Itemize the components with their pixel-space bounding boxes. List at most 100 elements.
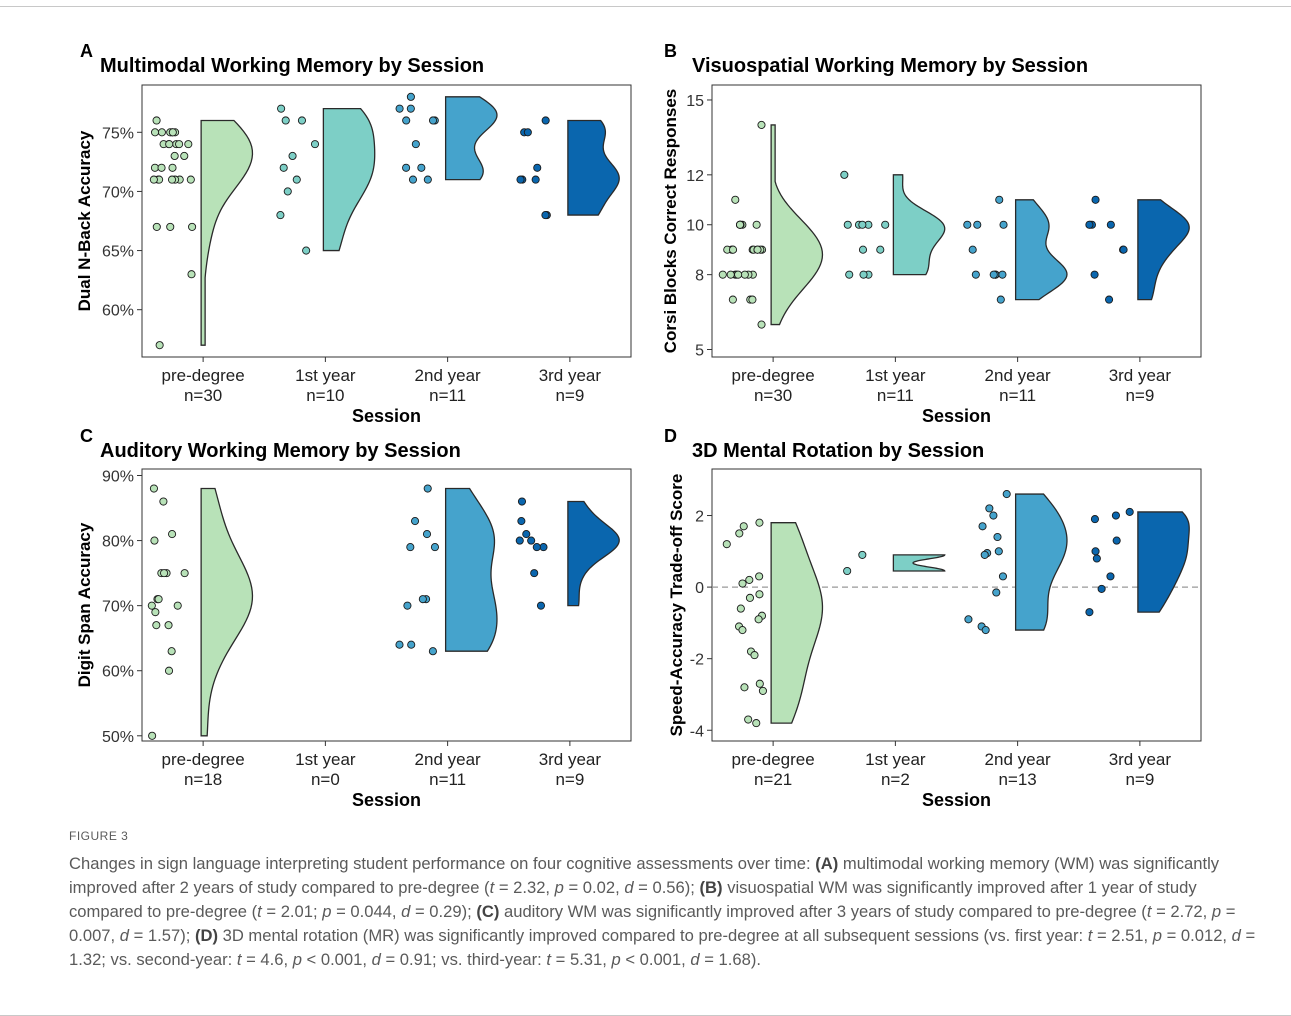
data-point [522,530,531,539]
data-point [150,128,160,137]
data-point [740,683,749,692]
x-tick-label: pre-degree [732,366,815,385]
data-point [533,163,542,172]
x-axis-label: Session [922,790,991,810]
data-point [755,572,764,581]
data-point [1002,490,1011,499]
data-point [159,497,168,506]
data-point [428,647,437,656]
caption-run: d [624,878,634,897]
violin-1st-year [892,554,946,572]
data-point [881,220,890,229]
data-point [154,595,163,604]
caption-run: t [489,878,495,897]
caption-run: (D) [194,926,218,945]
panel-letter: C [80,426,93,446]
caption-run: p [1211,902,1222,921]
panel-letter: A [80,41,93,61]
data-point [998,572,1008,581]
y-tick-label: 10 [686,218,704,235]
data-point [964,615,973,624]
data-point [430,543,439,552]
data-point [999,220,1008,229]
caption-run: 3D mental rotation (MR) was significantl… [218,926,1088,945]
y-tick-label: 65% [102,244,134,261]
caption-run: auditory WM was significantly improved a… [499,902,1147,921]
data-point [407,640,416,649]
y-tick-label: -4 [690,723,704,740]
data-point [752,220,761,229]
plot-frame [711,468,1202,742]
data-point [180,151,189,161]
caption-run: t [236,950,242,969]
caption-run: = 5.31, [551,950,612,969]
data-point [735,220,745,229]
data-point [735,529,744,538]
data-point [1090,270,1099,279]
data-point [718,270,727,279]
data-point [517,497,527,506]
data-point [188,222,197,231]
panel-B: B Visuospatial Working Memory by Session 5… [661,41,1202,426]
x-tick-label: pre-degree [162,750,245,769]
data-point [995,195,1004,204]
data-point [1090,515,1099,524]
data-point [406,543,415,552]
data-point [876,245,885,254]
y-tick-label: 90% [102,469,134,486]
data-point [994,547,1003,556]
data-point [858,550,867,559]
data-point [968,245,977,254]
data-point [406,92,415,101]
data-point [963,220,972,229]
data-point [147,601,156,610]
data-point [523,128,532,137]
data-point [734,270,743,279]
data-point [1125,507,1134,516]
data-point [175,140,184,149]
data-point [187,270,196,279]
x-tick-label: 3rd year [539,366,602,385]
y-tick-label: 0 [695,580,704,597]
data-point [858,245,868,254]
group-n-label: n=9 [555,770,584,789]
caption-run: p [611,950,621,969]
data-point [417,163,426,172]
data-point [277,104,286,113]
caption-run: = 2.32, [494,878,555,897]
y-tick-label: 12 [686,168,704,185]
data-point [168,128,177,137]
caption-run: t [1146,902,1152,921]
group-n-label: n=11 [429,386,466,405]
x-axis-label: Session [352,790,421,810]
x-tick-label: 1st year [865,750,926,769]
data-point [980,550,989,559]
data-point [168,530,177,539]
y-tick-label: 2 [695,509,704,526]
panel-letter: B [664,41,677,61]
data-point [302,246,311,255]
y-axis-label: Corsi Blocks Correct Responses [661,89,680,354]
data-point [985,504,994,513]
violin-2nd-year [1014,493,1068,631]
caption-run: = 0.91; vs. third-year: [380,950,547,969]
violin-3rd-year [1137,511,1190,613]
data-point [752,719,761,728]
data-point [403,601,412,610]
data-point [428,116,438,125]
x-tick-label: 3rd year [539,750,602,769]
data-point [160,569,169,578]
group-n-label: n=9 [555,386,584,405]
group-n-label: n=11 [877,386,914,405]
data-point [283,187,292,196]
data-point [530,569,539,578]
caption-run: = 2.51, [1092,926,1153,945]
data-point [152,116,161,125]
y-axis-label: Digit Span Accuracy [75,522,94,687]
caption-run: Changes in sign language interpreting st… [69,854,816,873]
data-point [297,116,307,125]
caption-run: = 2.72, [1151,902,1212,921]
group-n-label: n=30 [754,386,792,405]
data-point [149,484,158,493]
data-point [418,595,427,604]
